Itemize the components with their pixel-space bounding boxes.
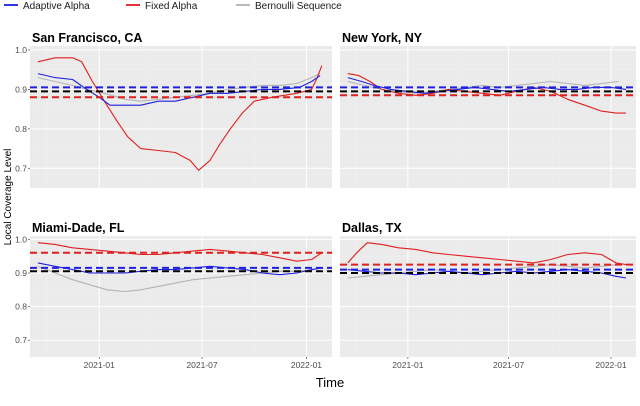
series-line-adaptive — [37, 73, 321, 106]
plot-background — [340, 46, 636, 188]
panel-title: San Francisco, CA — [32, 31, 142, 45]
plot-area — [30, 57, 332, 171]
legend-item-bernoulli-sequence: Bernoulli Sequence — [236, 1, 342, 12]
series-line-fixed — [37, 57, 323, 171]
x-tick-label: 2021-07 — [186, 360, 217, 370]
plot-area — [30, 242, 332, 293]
series-line-fixed — [347, 73, 626, 114]
panel-title: Miami-Dade, FL — [32, 221, 125, 235]
legend-item-fixed-alpha: Fixed Alpha — [126, 1, 198, 12]
plot-area — [340, 73, 636, 114]
series-line-bernoulli — [347, 80, 619, 94]
x-tick-label: 2021-01 — [84, 360, 115, 370]
series-line-fixed — [347, 242, 627, 266]
x-tick-label: 2022-01 — [291, 360, 322, 370]
x-tick-label: 2021-07 — [493, 360, 524, 370]
y-tick-label: 0.9 — [15, 268, 27, 278]
y-tick-label: 0.7 — [15, 163, 27, 173]
panel-new-york-ny: New York, NY — [340, 31, 636, 189]
legend-label: Fixed Alpha — [145, 1, 198, 12]
y-tick-label: 0.8 — [15, 124, 27, 134]
x-tick-label: 2022-01 — [595, 360, 626, 370]
plot-background — [30, 46, 332, 188]
x-tick-label: 2021-01 — [392, 360, 423, 370]
panel-title: Dallas, TX — [342, 221, 402, 235]
series-line-bernoulli — [37, 265, 315, 293]
y-tick-label: 0.9 — [15, 84, 27, 94]
legend-label: Bernoulli Sequence — [255, 1, 342, 12]
plot-area — [340, 242, 636, 279]
plot-background — [340, 236, 636, 357]
series-line-bernoulli — [347, 264, 619, 279]
panel-miami-dade-fl: Miami-Dade, FL 0.7 0.8 0.9 1.0 2021-01 2021-07… — [15, 221, 332, 370]
faceted-line-chart: Adaptive Alpha Fixed Alpha Bernoulli Seque… — [3, 1, 636, 390]
legend: Adaptive Alpha Fixed Alpha Bernoulli Seque… — [4, 1, 342, 12]
legend-item-adaptive-alpha: Adaptive Alpha — [4, 1, 90, 12]
y-tick-label: 1.0 — [15, 234, 27, 244]
x-axis-title: Time — [316, 375, 344, 390]
legend-label: Adaptive Alpha — [23, 1, 90, 12]
y-tick-label: 1.0 — [15, 45, 27, 55]
y-tick-label: 0.8 — [15, 302, 27, 312]
facet-panels: San Francisco, CA 0.7 0.8 0.9 1.0 New York, N… — [15, 31, 636, 370]
panel-san-francisco-ca: San Francisco, CA 0.7 0.8 0.9 1.0 — [15, 31, 332, 189]
panel-dallas-tx: Dallas, TX 2021-01 2021-07 2022-01 — [340, 221, 636, 370]
plot-background — [30, 236, 332, 357]
panel-title: New York, NY — [342, 31, 423, 45]
y-axis-title: Local Coverage Level — [3, 149, 14, 246]
y-tick-label: 0.7 — [15, 335, 27, 345]
